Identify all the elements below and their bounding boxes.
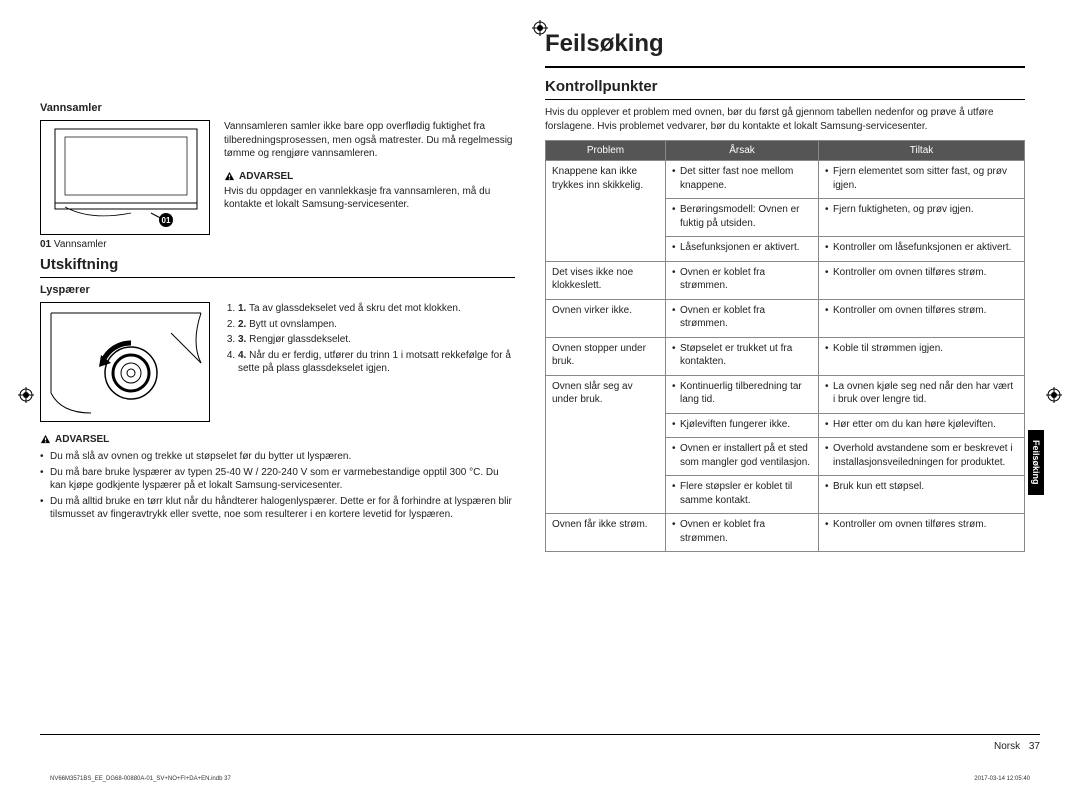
bulb-warning-list: Du må slå av ovnen og trekke ut støpsele… [40,450,515,522]
table-header-cause: Årsak [666,141,819,161]
table-cell-problem: Ovnen får ikke strøm. [546,514,666,552]
lyspaerer-figure [40,302,210,422]
table-row: Ovnen virker ikke.Ovnen er koblet fra st… [546,299,1025,337]
table-cell-action: Fjern fuktigheten, og prøv igjen. [819,199,1025,237]
table-cell-action: Kontroller om ovnen tilføres strøm. [819,261,1025,299]
table-cell-cause: Kontinuerlig tilberedning tar lang tid. [666,375,819,413]
table-cell-cause: Ovnen er koblet fra strømmen. [666,261,819,299]
table-cell-action: Koble til strømmen igjen. [819,337,1025,375]
page-footer: Norsk 37 [40,734,1040,752]
figure-callout-01: 01 [159,213,173,227]
table-cell-cause: Ovnen er installert på et sted som mangl… [666,438,819,476]
troubleshooting-table: Problem Årsak Tiltak Knappene kan ikke t… [545,140,1025,552]
table-cell-problem: Ovnen virker ikke. [546,299,666,337]
table-cell-problem: Knappene kan ikke trykkes inn skikkelig. [546,161,666,262]
table-cell-cause: Ovnen er koblet fra strømmen. [666,514,819,552]
page-title: Feilsøking [545,30,1025,58]
crop-mark-top [532,20,548,36]
vannsamler-heading: Vannsamler [40,102,515,114]
vannsamler-desc: Vannsamleren samler ikke bare opp overfl… [224,120,515,161]
table-cell-cause: Berøringsmodell: Ovnen er fuktig på utsi… [666,199,819,237]
print-metadata: NV66M3571BS_EE_DG68-00880A-01_SV+NO+FI+D… [50,776,1030,782]
table-row: Ovnen stopper under bruk.Støpselet er tr… [546,337,1025,375]
bulb-steps-list: 1. Ta av glassdekselet ved å skru det mo… [238,302,515,376]
bulb-warning-item: Du må alltid bruke en tørr klut når du h… [40,495,515,522]
page-content: Vannsamler 01 01 Vannsamler [40,0,1040,552]
right-column: Feilsøking Kontrollpunkter Hvis du opple… [545,30,1025,552]
table-cell-problem: Ovnen stopper under bruk. [546,337,666,375]
utskiftning-heading: Utskiftning [40,256,515,273]
side-tab: Feilsøking [1028,430,1044,495]
print-timestamp: 2017-03-14 12:05:40 [974,776,1030,782]
table-cell-cause: Kjøleviften fungerer ikke. [666,413,819,438]
crop-mark-right [1046,387,1062,403]
print-file: NV66M3571BS_EE_DG68-00880A-01_SV+NO+FI+D… [50,776,231,782]
table-header-problem: Problem [546,141,666,161]
lyspaerer-heading: Lyspærer [40,284,515,296]
vannsamler-caption: 01 Vannsamler [40,239,210,250]
crop-mark-left [18,387,34,403]
table-row: Ovnen får ikke strøm.Ovnen er koblet fra… [546,514,1025,552]
bulb-warning-item: Du må slå av ovnen og trekke ut støpsele… [40,450,515,464]
kontrollpunkter-heading: Kontrollpunkter [545,78,1025,95]
bulb-step: 1. Ta av glassdekselet ved å skru det mo… [238,302,515,316]
table-cell-cause: Ovnen er koblet fra strømmen. [666,299,819,337]
table-cell-action: Fjern elementet som sitter fast, og prøv… [819,161,1025,199]
vannsamler-figure: 01 [40,120,210,235]
table-header-action: Tiltak [819,141,1025,161]
footer-page-number: 37 [1029,741,1040,752]
warning-label: ADVARSEL [40,434,109,445]
table-cell-cause: Det sitter fast noe mellom knappene. [666,161,819,199]
table-row: Det vises ikke noe klokkeslett.Ovnen er … [546,261,1025,299]
bulb-step: 4. Når du er ferdig, utfører du trinn 1 … [238,349,515,376]
bulb-step: 2. Bytt ut ovnslampen. [238,318,515,332]
kontrollpunkter-intro: Hvis du opplever et problem med ovnen, b… [545,106,1025,134]
bulb-warning-item: Du må bare bruke lyspærer av typen 25-40… [40,466,515,493]
vannsamler-warning-text: Hvis du oppdager en vannlekkasje fra van… [224,185,515,212]
table-cell-action: La ovnen kjøle seg ned når den har vært … [819,375,1025,413]
table-cell-action: Bruk kun ett støpsel. [819,476,1025,514]
table-cell-cause: Låsefunksjonen er aktivert. [666,237,819,262]
footer-lang: Norsk [994,741,1020,752]
table-row: Knappene kan ikke trykkes inn skikkelig.… [546,161,1025,199]
table-cell-action: Kontroller om ovnen tilføres strøm. [819,514,1025,552]
bulb-step: 3. Rengjør glassdekselet. [238,333,515,347]
warning-label: ADVARSEL [224,171,293,182]
table-cell-cause: Støpselet er trukket ut fra kontakten. [666,337,819,375]
table-cell-action: Kontroller om ovnen tilføres strøm. [819,299,1025,337]
left-column: Vannsamler 01 01 Vannsamler [40,30,515,552]
table-row: Ovnen slår seg av under bruk.Kontinuerli… [546,375,1025,413]
table-cell-action: Hør etter om du kan høre kjøleviften. [819,413,1025,438]
table-cell-action: Overhold avstandene som er beskrevet i i… [819,438,1025,476]
table-cell-problem: Det vises ikke noe klokkeslett. [546,261,666,299]
table-cell-action: Kontroller om låsefunksjonen er aktivert… [819,237,1025,262]
table-cell-problem: Ovnen slår seg av under bruk. [546,375,666,514]
table-cell-cause: Flere støpsler er koblet til samme konta… [666,476,819,514]
